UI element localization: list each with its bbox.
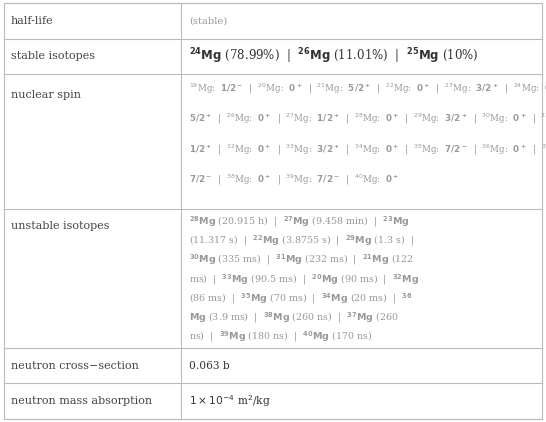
Text: 0.063 b: 0.063 b: [189, 361, 229, 371]
Text: neutron cross−section: neutron cross−section: [11, 361, 139, 371]
Text: neutron mass absorption: neutron mass absorption: [11, 396, 152, 406]
Text: unstable isotopes: unstable isotopes: [11, 221, 109, 231]
Text: $\mathbf{^{24}Mg}$ (78.99%)  |  $\mathbf{^{26}Mg}$ (11.01%)  |  $\mathbf{^{25}Mg: $\mathbf{^{24}Mg}$ (78.99%) | $\mathbf{^…: [189, 46, 478, 66]
Text: (86 ms)  |  $\mathbf{^{35}Mg}$ (70 ms)  |  $\mathbf{^{34}Mg}$ (20 ms)  |  $\math: (86 ms) | $\mathbf{^{35}Mg}$ (70 ms) | $…: [189, 291, 412, 306]
Text: ms)  |  $\mathbf{^{33}Mg}$ (90.5 ms)  |  $\mathbf{^{20}Mg}$ (90 ms)  |  $\mathbf: ms) | $\mathbf{^{33}Mg}$ (90.5 ms) | $\m…: [189, 272, 419, 287]
Text: $\mathbf{5/2^+}$  |  $^{26}$Mg:  $\mathbf{0^+}$  |  $^{27}$Mg:  $\mathbf{1/2^+}$: $\mathbf{5/2^+}$ | $^{26}$Mg: $\mathbf{0…: [189, 112, 546, 126]
Text: nuclear spin: nuclear spin: [11, 90, 81, 100]
Text: half-life: half-life: [11, 16, 54, 26]
Text: (11.317 s)  |  $\mathbf{^{22}Mg}$ (3.8755 s)  |  $\mathbf{^{29}Mg}$ (1.3 s)  |: (11.317 s) | $\mathbf{^{22}Mg}$ (3.8755 …: [189, 234, 414, 248]
Text: (stable): (stable): [189, 16, 227, 25]
Text: $\mathbf{7/2^-}$  |  $^{38}$Mg:  $\mathbf{0^+}$  |  $^{39}$Mg:  $\mathbf{7/2^-}$: $\mathbf{7/2^-}$ | $^{38}$Mg: $\mathbf{0…: [189, 173, 399, 187]
Text: $\mathbf{Mg}$ (3.9 ms)  |  $\mathbf{^{38}Mg}$ (260 ns)  |  $\mathbf{^{37}Mg}$ (2: $\mathbf{Mg}$ (3.9 ms) | $\mathbf{^{38}M…: [189, 310, 399, 325]
Text: $1\times10^{-4}$ m$^2$/kg: $1\times10^{-4}$ m$^2$/kg: [189, 393, 271, 409]
Text: ns)  |  $\mathbf{^{39}Mg}$ (180 ns)  |  $\mathbf{^{40}Mg}$ (170 ns): ns) | $\mathbf{^{39}Mg}$ (180 ns) | $\ma…: [189, 329, 372, 344]
Text: $\mathbf{^{30}Mg}$ (335 ms)  |  $\mathbf{^{31}Mg}$ (232 ms)  |  $\mathbf{^{21}Mg: $\mathbf{^{30}Mg}$ (335 ms) | $\mathbf{^…: [189, 253, 414, 268]
Text: $\mathbf{1/2^+}$  |  $^{32}$Mg:  $\mathbf{0^+}$  |  $^{33}$Mg:  $\mathbf{3/2^+}$: $\mathbf{1/2^+}$ | $^{32}$Mg: $\mathbf{0…: [189, 142, 546, 157]
Text: stable isotopes: stable isotopes: [11, 51, 95, 61]
Text: $^{19}$Mg:  $\mathbf{1/2^-}$  |  $^{20}$Mg:  $\mathbf{0^+}$  |  $^{21}$Mg:  $\ma: $^{19}$Mg: $\mathbf{1/2^-}$ | $^{20}$Mg:…: [189, 81, 546, 96]
Text: $\mathbf{^{28}Mg}$ (20.915 h)  |  $\mathbf{^{27}Mg}$ (9.458 min)  |  $\mathbf{^{: $\mathbf{^{28}Mg}$ (20.915 h) | $\mathbf…: [189, 215, 410, 229]
